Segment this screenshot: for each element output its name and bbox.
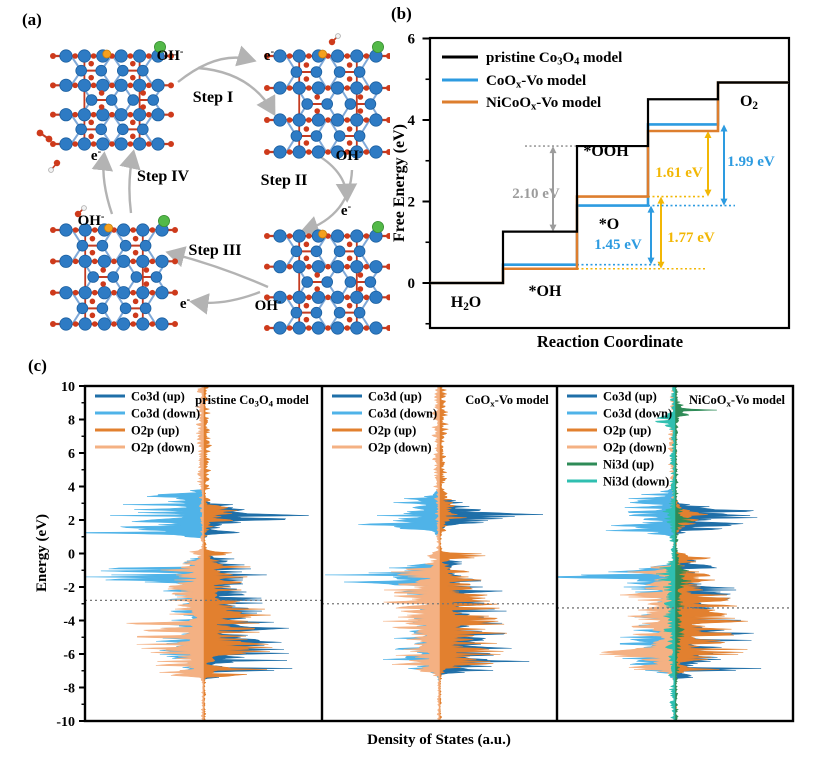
energy-gap-annotation: 2.10 eV — [512, 186, 560, 202]
reaction-state-label: H2O — [451, 294, 482, 313]
species-label: OH- — [157, 46, 184, 64]
y-axis-tick-label: 10 — [61, 380, 75, 395]
reaction-step-label: Step II — [261, 172, 308, 189]
crystal-structure — [50, 205, 178, 331]
legend-label: CoOx-Vo model — [486, 73, 586, 91]
legend-label: O2p (up) — [603, 424, 651, 438]
y-axis-tick-label: -2 — [63, 581, 75, 596]
legend-label: Ni3d (down) — [603, 475, 669, 489]
x-axis-title: Density of States (a.u.) — [367, 732, 511, 748]
y-axis-tick-label: 0 — [68, 548, 75, 563]
energy-gap-annotation: 1.99 eV — [727, 154, 775, 170]
reaction-state-label: O2 — [740, 93, 758, 112]
dos-chart: 10 8 6 4 2 0 -2 -4 -6 -8 -10 Energy (eV) Density of … — [34, 380, 795, 748]
species-label: OH- — [255, 296, 282, 314]
energy-gap-annotation: 1.61 eV — [655, 165, 703, 181]
reaction-step-label: Step III — [189, 242, 242, 259]
y-axis-tick-label: 4 — [408, 113, 416, 129]
reaction-state-label: *OH — [529, 283, 562, 300]
species-label: OH- — [336, 146, 363, 164]
free-energy-chart: 0 2 4 6 Free Energy (eV) Reaction Coordinate 2… — [391, 32, 791, 351]
x-axis-title: Reaction Coordinate — [537, 332, 683, 351]
dos-series — [654, 386, 676, 721]
species-label: e- — [180, 294, 191, 312]
panel-title: pristine Co3O4 model — [195, 393, 309, 408]
reaction-state-label: *OOH — [583, 143, 629, 160]
panel-a-label: (a) — [22, 10, 42, 29]
species-label: OH- — [78, 211, 105, 229]
y-axis-tick-label: -4 — [63, 615, 75, 630]
panel-c-label: (c) — [28, 356, 47, 375]
y-axis-tick-label: -6 — [63, 648, 75, 663]
y-axis-tick-label: 6 — [68, 447, 75, 462]
dos-series — [126, 386, 204, 721]
legend-label: Co3d (down) — [131, 407, 200, 421]
legend-label: Co3d (down) — [368, 407, 437, 421]
reaction-state-label: *O — [599, 216, 619, 233]
species-label: e- — [341, 201, 352, 219]
legend-label: O2p (down) — [131, 441, 195, 455]
y-axis-title: Energy (eV) — [34, 514, 50, 592]
legend-label: O2p (down) — [368, 441, 432, 455]
crystal-structure — [264, 220, 390, 335]
legend-label: pristine Co3O4 model — [486, 50, 622, 68]
reaction-step-label: Step I — [193, 89, 233, 106]
legend-label: O2p (up) — [131, 424, 179, 438]
y-axis-tick-label: -10 — [56, 715, 75, 730]
free-energy-series — [430, 81, 789, 285]
free-molecules — [36, 129, 61, 173]
reaction-step-label: Step IV — [137, 168, 189, 185]
legend-label: Ni3d (up) — [603, 458, 654, 472]
dos-panel — [557, 386, 762, 721]
legend-label: Co3d (down) — [603, 407, 672, 421]
y-axis-tick-label: 0 — [408, 276, 416, 292]
dos-series — [203, 386, 273, 721]
panel-b-label: (b) — [391, 4, 412, 23]
dos-panel — [85, 386, 309, 721]
panel-a-illustration: OH-e- Step I OH- Step II e- OH- Step III e- OH- S… — [36, 33, 390, 335]
legend-label: Co3d (up) — [368, 390, 422, 404]
panel-title: CoOx-Vo model — [465, 393, 549, 408]
y-axis-tick-label: 6 — [408, 32, 416, 48]
y-axis-tick-label: 2 — [408, 195, 416, 211]
dos-panel — [325, 386, 544, 721]
energy-gap-annotation: 1.45 eV — [594, 237, 642, 253]
legend-label: Co3d (up) — [603, 390, 657, 404]
dos-series — [439, 386, 508, 721]
dos-series — [382, 386, 440, 721]
crystal-structure — [50, 41, 174, 151]
energy-gap-annotation: 1.77 eV — [667, 230, 715, 246]
species-label: e- — [264, 46, 275, 64]
y-axis-tick-label: 8 — [68, 414, 75, 429]
panel-title: NiCoOx-Vo model — [689, 393, 785, 408]
legend-label: O2p (down) — [603, 441, 667, 455]
dos-series — [674, 386, 717, 721]
y-axis-tick-label: -8 — [63, 682, 75, 697]
y-axis-tick-label: 2 — [68, 514, 75, 529]
crystal-structure — [264, 33, 390, 159]
y-axis-tick-label: 4 — [68, 481, 75, 496]
species-label: e- — [91, 146, 102, 164]
legend-label: O2p (up) — [368, 424, 416, 438]
legend-label: NiCoOx-Vo model — [486, 95, 601, 113]
y-axis-title: Free Energy (eV) — [391, 124, 408, 242]
legend-label: Co3d (up) — [131, 390, 185, 404]
